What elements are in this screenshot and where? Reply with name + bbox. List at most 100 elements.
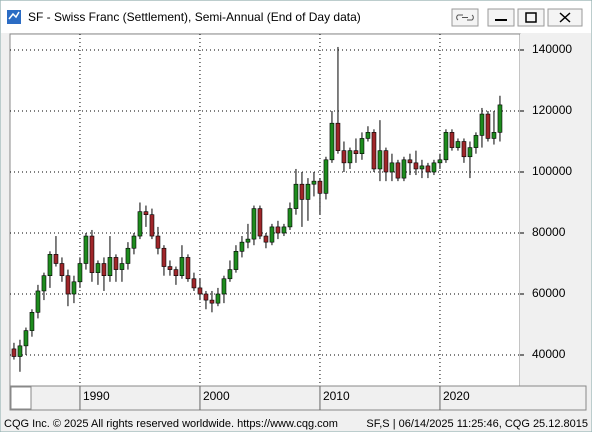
candle-body [251,208,257,240]
candle-body [113,257,119,270]
candle-body [167,266,173,270]
candle-body [461,141,467,158]
candle-body [281,226,287,234]
candle-body [437,159,443,164]
candle-body [407,159,413,164]
candle-body [359,138,365,155]
candle-body [491,132,497,139]
candle-body [29,311,35,331]
candle-body [293,183,299,209]
candle-body [161,247,167,267]
candle-body [221,278,227,295]
candle-body [203,293,209,301]
candle-body [209,299,215,304]
candle-body [47,254,53,276]
candle-body [287,208,293,228]
candle-body [89,235,95,273]
minimize-button[interactable] [487,8,515,27]
candle-body [173,269,179,276]
candle-body [17,345,23,357]
candle-body [137,211,143,237]
candle-body [467,147,473,158]
candle-body [479,113,485,136]
candle-body [257,208,263,237]
y-axis-strip [520,34,586,386]
candle-body [311,180,317,185]
candle-body [353,150,359,155]
window-title: SF - Swiss Franc (Settlement), Semi-Annu… [28,10,361,24]
candle-body [263,235,269,243]
candle-body [179,257,185,276]
x-tick-label: 2010 [323,389,350,403]
candle-body [269,226,275,243]
candle-body [191,278,197,289]
candle-body [485,113,491,139]
candle-body [377,150,383,170]
candle-body [185,257,191,280]
candle-body [449,132,455,148]
candle-body [71,281,77,295]
candle-body [59,263,65,276]
candle-body [131,235,137,249]
candle-body [77,263,83,283]
candle-body [53,254,59,264]
y-tick-label: 120000 [532,103,572,117]
y-tick-label: 80000 [532,225,566,239]
candle-body [455,141,461,148]
app-icon-glyph [8,11,20,20]
candle-body [197,287,203,295]
maximize-glyph [525,12,537,23]
y-tick-label: 60000 [532,286,566,300]
candle-body [119,263,125,270]
candle-body [227,269,233,280]
candle-body [215,293,221,304]
candle-body [83,235,89,264]
candle-body [125,247,131,264]
candle-body [389,162,395,173]
candle-body [305,183,311,200]
candle-body [245,238,251,243]
candle-body [101,263,107,276]
candle-body [383,150,389,173]
candle-body [335,122,341,151]
candle-body [473,135,479,148]
footer-left: CQG Inc. © 2025 All rights reserved worl… [4,418,338,430]
candle-body [341,150,347,164]
candle-body [497,104,503,133]
y-tick-label: 140000 [532,42,572,56]
x-tick-label: 2000 [203,389,230,403]
candle-body [371,132,377,170]
candle-body [143,211,149,216]
y-tick-label: 40000 [532,347,566,361]
candle-body [149,214,155,237]
candle-body [275,226,281,234]
close-glyph [559,12,571,23]
x-tick-label: 2020 [443,389,470,403]
link-glyph [456,14,474,21]
candle-body [317,180,323,194]
candle-body [329,122,335,161]
candle-body [419,165,425,170]
candle-body [41,275,47,292]
candle-body [395,162,401,179]
candle-body [425,165,431,173]
x-tick-label: 1990 [83,389,110,403]
candle-body [365,132,371,139]
candle-body [11,348,17,357]
candle-body [299,183,305,200]
candle-body [347,150,353,164]
candle-body [35,290,41,313]
candle-body [233,250,239,270]
candle-body [431,162,437,173]
plot-area [9,33,521,387]
maximize-button[interactable] [517,8,545,27]
candle-body [323,159,329,194]
candle-body [401,159,407,179]
candle-body [65,275,71,295]
y-tick-label: 100000 [532,164,572,178]
candle-body [23,330,29,347]
candle-body [155,235,161,249]
candle-body [107,257,113,276]
corner-box [10,386,32,410]
